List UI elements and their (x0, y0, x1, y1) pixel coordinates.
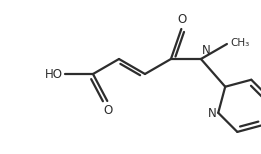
Text: O: O (178, 13, 187, 26)
Text: N: N (202, 44, 211, 57)
Text: HO: HO (45, 67, 63, 81)
Text: O: O (104, 104, 113, 117)
Text: N: N (207, 107, 216, 120)
Text: CH₃: CH₃ (230, 38, 249, 48)
